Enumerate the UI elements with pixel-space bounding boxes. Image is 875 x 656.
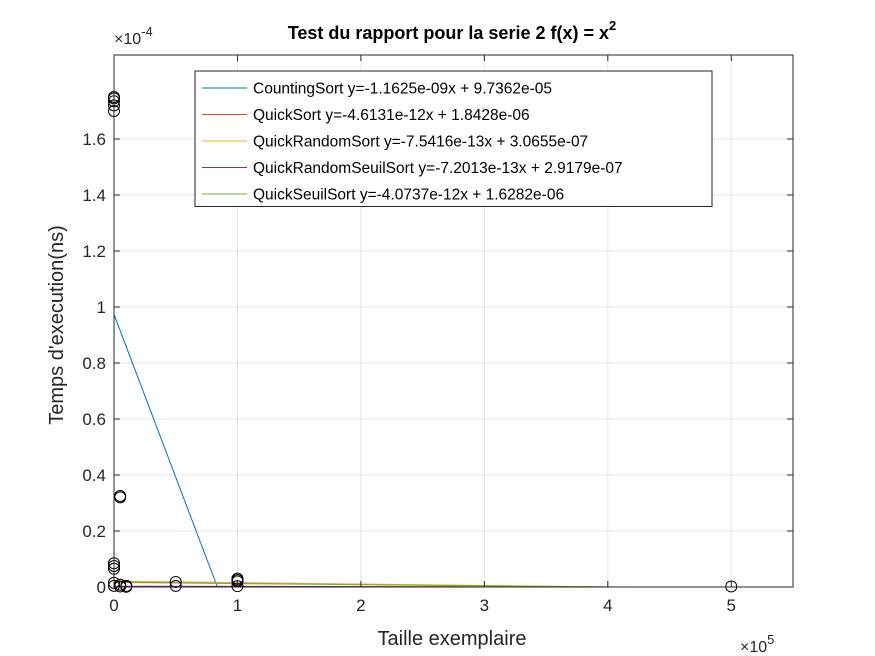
chart-title: Test du rapport pour la serie 2 f(x) = x… [288,18,616,43]
x-tick-label: 2 [356,596,365,615]
data-point [725,580,738,593]
data-point [114,491,127,504]
y-axis-label: Temps d'execution(ns) [46,225,68,424]
legend-entry-label: QuickRandomSort y=-7.5416e-13x + 3.0655e… [253,134,588,151]
x-tick-label: 3 [480,596,489,615]
series-line [113,314,218,588]
y-tick-label: 1.4 [82,186,106,205]
y-tick-label: 0.8 [82,354,106,373]
y-axis-multiplier: ×10-4 [114,24,153,48]
x-tick-label: 1 [233,596,242,615]
x-axis-multiplier: ×105 [740,632,774,656]
data-point [231,580,244,593]
y-tick-label: 1 [97,298,106,317]
y-tick-label: 1.2 [82,242,106,261]
x-tick-label: 5 [727,596,736,615]
x-tick-label: 4 [603,596,612,615]
y-tick-label: 0.4 [82,466,106,485]
x-tick-label: 0 [109,596,118,615]
legend: CountingSort y=-1.1625e-09x + 9.7362e-05… [194,70,713,207]
y-tick-label: 1.6 [82,130,106,149]
x-axis-label: Taille exemplaire [378,628,527,650]
legend-box [194,70,713,207]
data-point [169,579,182,592]
legend-entry-label: CountingSort y=-1.1625e-09x + 9.7362e-05 [253,81,552,98]
y-tick-label: 0.2 [82,522,106,541]
legend-entry-label: QuickRandomSeuilSort y=-7.2013e-13x + 2.… [253,160,623,177]
y-tick-label: 0 [97,578,106,597]
axis-ticks: 0 1 2 3 4 5 0 0.2 0.4 0.6 0.8 1 1.2 1.4 1.6 [82,55,793,615]
legend-entry-label: QuickSort y=-4.6131e-12x + 1.8428e-06 [253,107,530,124]
plot-area-border [113,54,794,588]
data-point [114,580,127,593]
series-lines [113,314,649,588]
legend-entry-label: QuickSeuilSort y=-4.0737e-12x + 1.6282e-… [253,187,564,204]
y-tick-label: 0.6 [82,410,106,429]
